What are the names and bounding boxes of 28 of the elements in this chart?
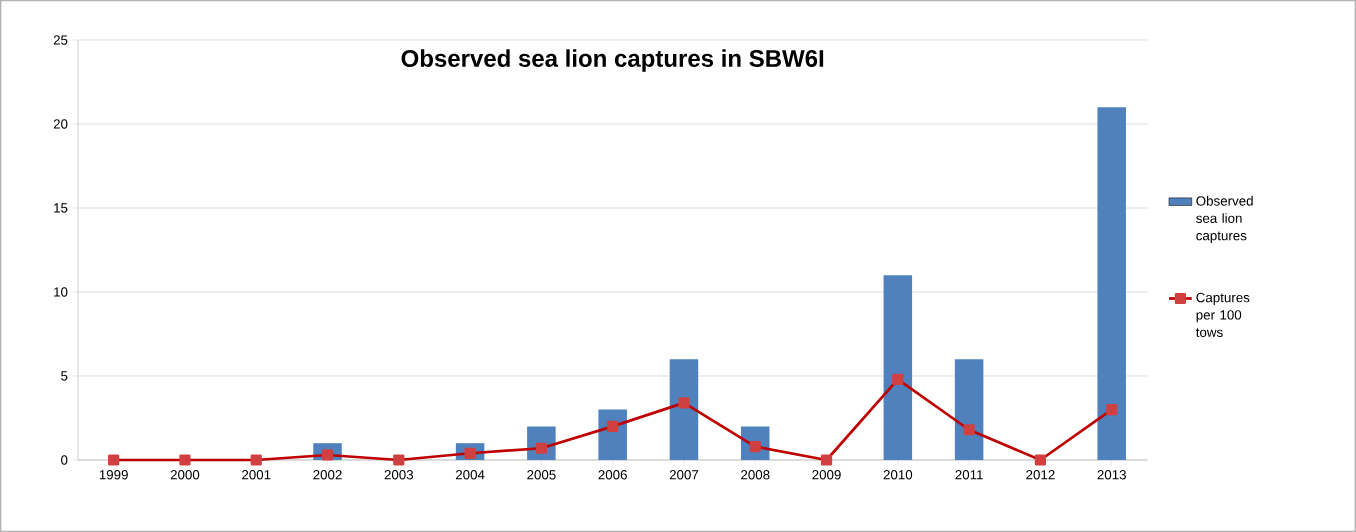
bar [883, 275, 913, 460]
x-tick-label: 2002 [313, 470, 342, 480]
x-tick-label: 2000 [170, 470, 200, 480]
x-tick-label: 1999 [99, 470, 128, 480]
bar [1097, 107, 1126, 460]
y-tick-label: 10 [54, 287, 68, 297]
x-tick-label: 2009 [812, 470, 841, 480]
x-tick-label: 2011 [955, 470, 983, 480]
legend-label: Observed sea lion captures [1196, 195, 1253, 243]
x-tick-label: 2013 [1097, 470, 1126, 480]
bar [954, 359, 984, 460]
legend-label: Captures per 100 tows [1195, 292, 1250, 337]
y-tick-label: 20 [53, 119, 68, 129]
x-tick-label: 2001 [242, 470, 271, 480]
x-tick-label: 2008 [741, 470, 770, 480]
chart-title: Observed sea lion captures in SBW6I [401, 49, 824, 72]
x-tick-label: 2012 [1026, 470, 1055, 480]
y-tick-label: 0 [61, 455, 68, 465]
y-tick-label: 5 [61, 371, 68, 381]
y-tick-label: 25 [53, 35, 68, 45]
x-tick-label: 2007 [669, 470, 699, 480]
x-tick-label: 2010 [883, 470, 913, 480]
x-tick-label: 2003 [384, 470, 414, 480]
x-tick-label: 2004 [455, 470, 485, 480]
y-tick-label: 15 [54, 203, 68, 213]
x-tick-label: 2006 [598, 470, 627, 480]
x-tick-label: 2005 [527, 470, 556, 480]
bar [669, 359, 699, 460]
